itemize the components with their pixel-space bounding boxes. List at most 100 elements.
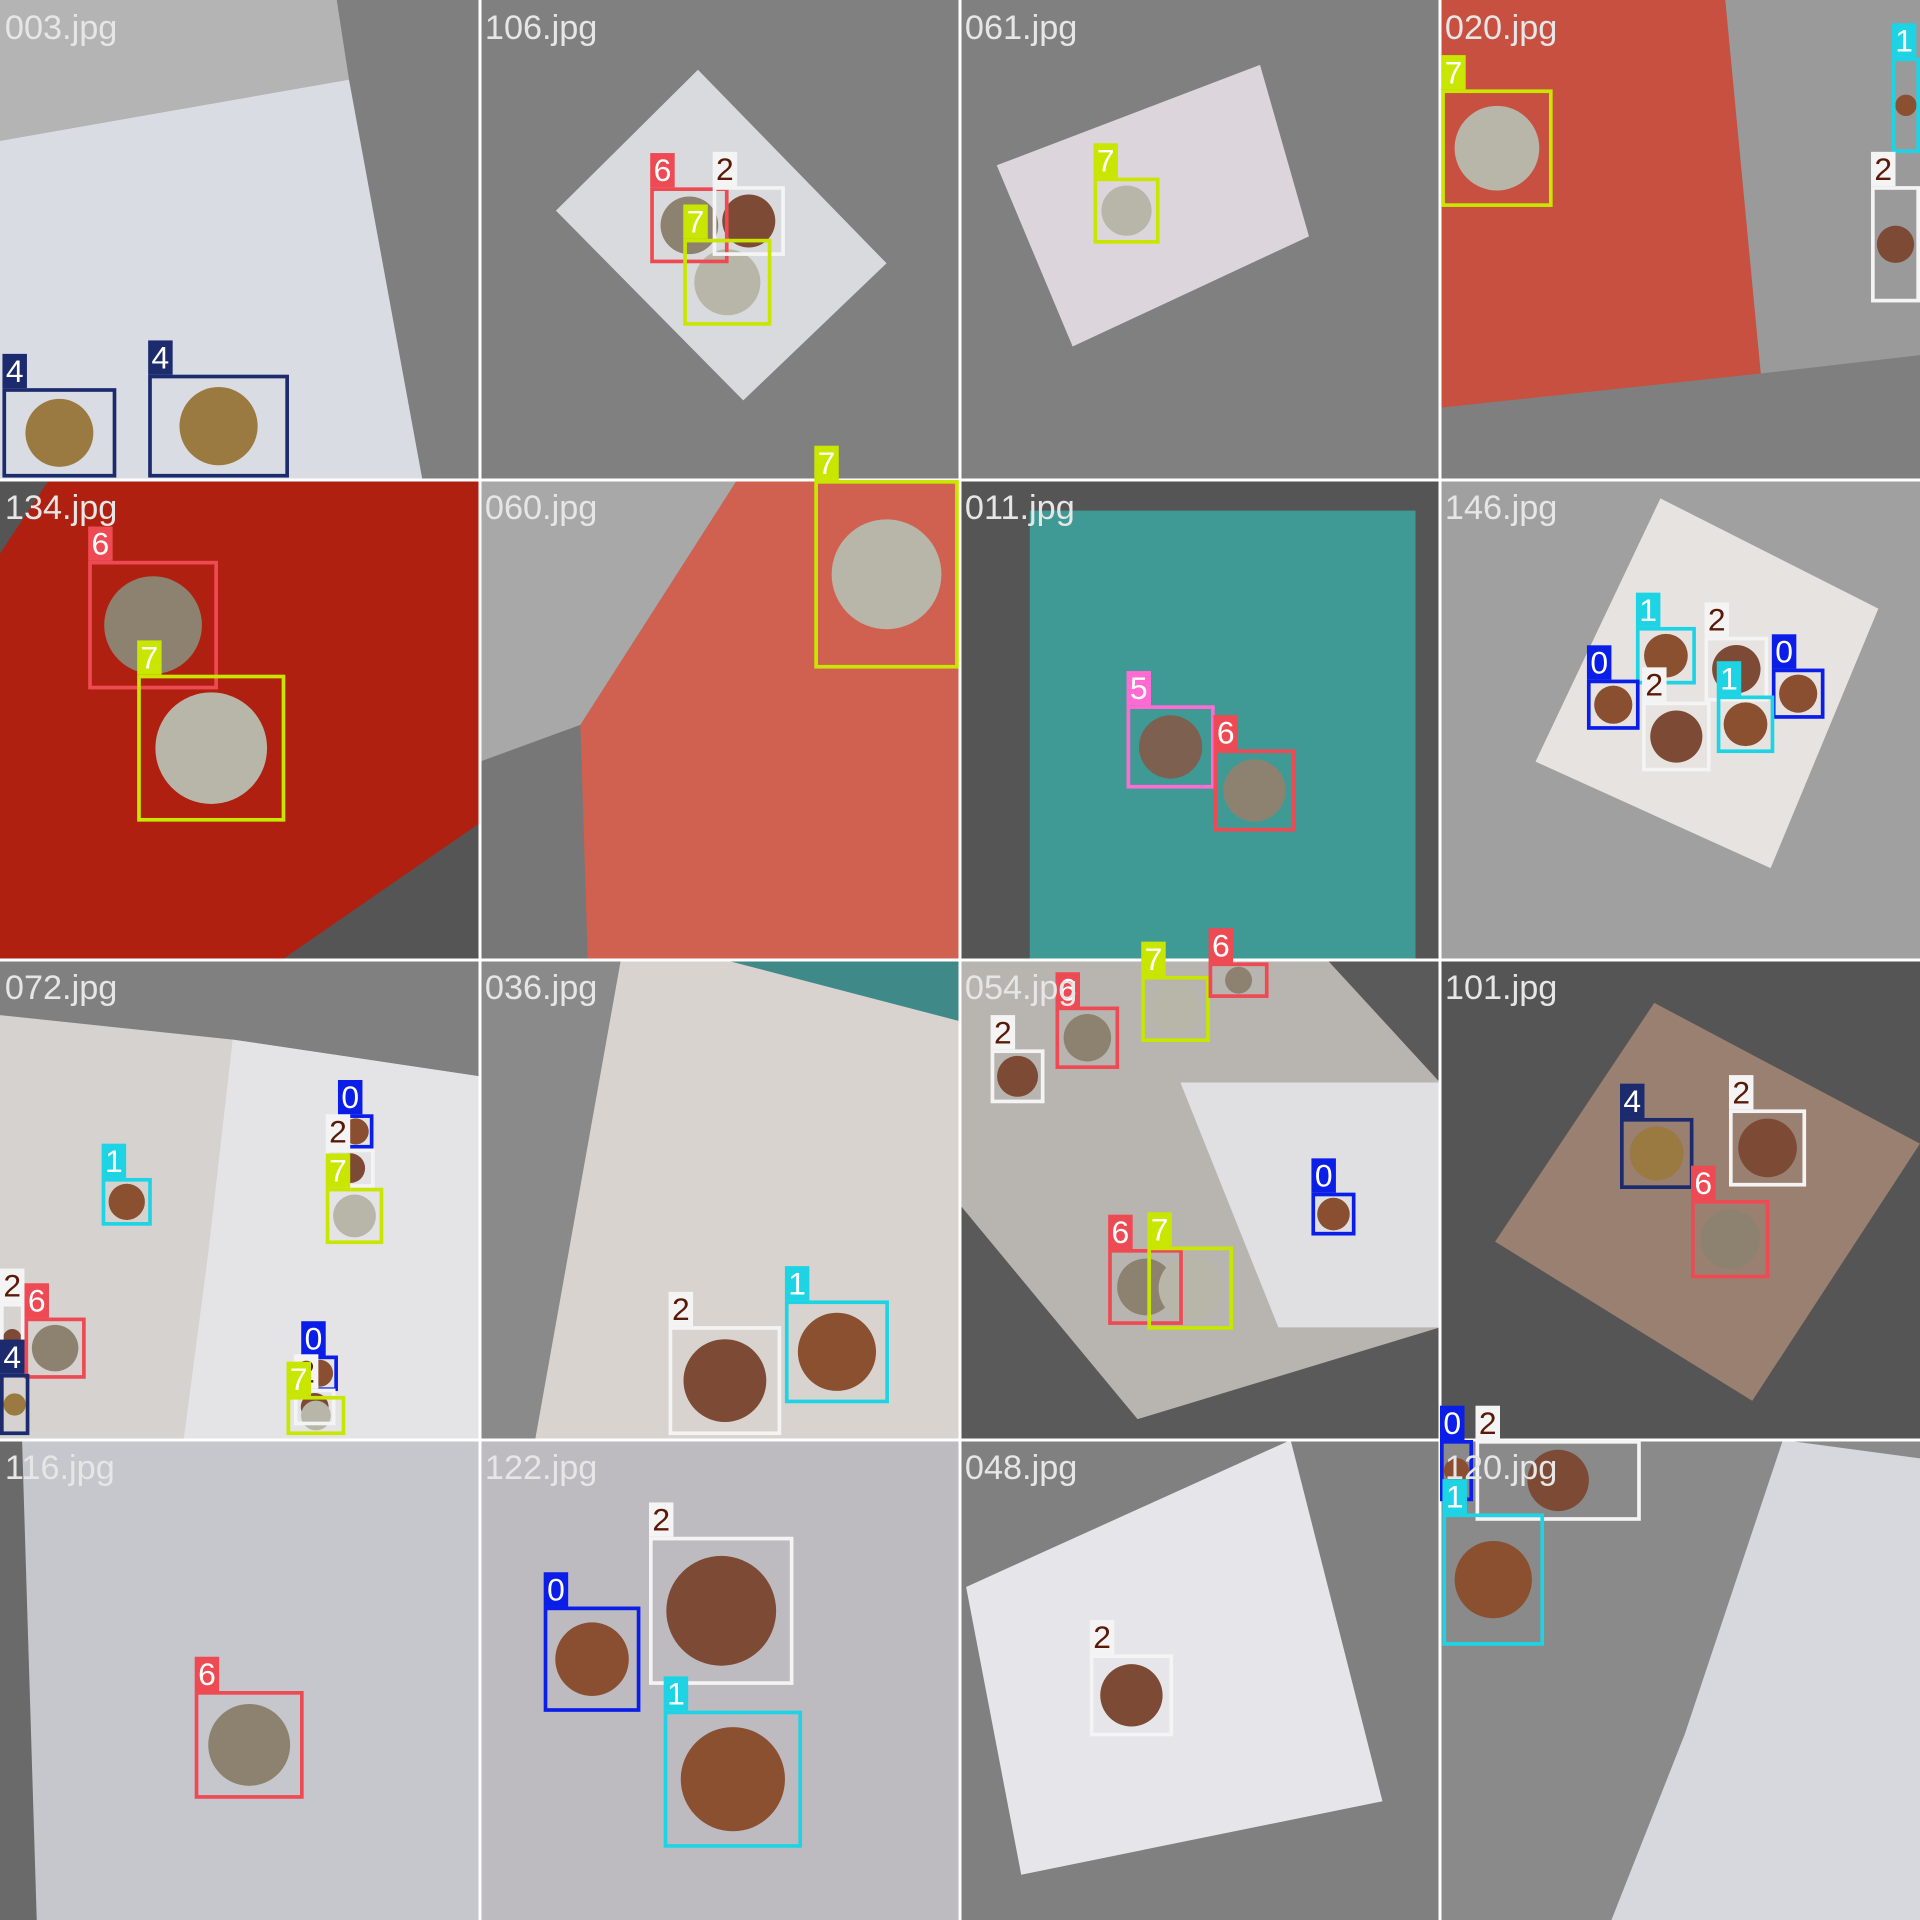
file-name: 146.jpg bbox=[1445, 489, 1557, 527]
coin bbox=[3, 1393, 26, 1416]
class-label-bg bbox=[1141, 941, 1166, 976]
class-label: 1 bbox=[788, 1265, 806, 1301]
bounding-box bbox=[293, 1388, 336, 1426]
class-label: 7 bbox=[1145, 941, 1163, 977]
coin bbox=[1063, 1014, 1112, 1062]
file-name: 061.jpg bbox=[965, 9, 1077, 47]
class-label: 2 bbox=[652, 1502, 670, 1538]
coin bbox=[1650, 710, 1703, 763]
class-label: 1 bbox=[1639, 592, 1657, 628]
class-label-bg bbox=[325, 1114, 351, 1149]
bounding-box bbox=[1871, 186, 1920, 303]
bounding-box bbox=[543, 1606, 641, 1712]
class-label-bg bbox=[194, 1656, 220, 1692]
class-label-bg bbox=[286, 1361, 312, 1396]
tile bbox=[480, 480, 960, 960]
class-label-bg bbox=[0, 1268, 25, 1303]
surface bbox=[183, 1039, 481, 1440]
surface bbox=[1611, 1440, 1920, 1920]
file-name: 120.jpg bbox=[1445, 1449, 1557, 1487]
tile bbox=[960, 480, 1440, 960]
coin bbox=[104, 576, 202, 674]
bounding-box bbox=[286, 1395, 346, 1436]
bounding-box bbox=[1620, 1117, 1694, 1189]
class-label-bg bbox=[663, 1676, 689, 1711]
class-label-bg bbox=[1771, 634, 1797, 669]
tile bbox=[0, 0, 480, 481]
class-label-bg bbox=[784, 1266, 810, 1301]
class-label: 7 bbox=[1097, 142, 1115, 178]
class-label: 2 bbox=[329, 1113, 347, 1149]
coin bbox=[1443, 1458, 1470, 1484]
class-label-bg bbox=[101, 1143, 127, 1178]
class-label-bg bbox=[1891, 23, 1917, 58]
coin bbox=[831, 519, 942, 630]
tile-labels: 1027264027072.jpg bbox=[0, 969, 384, 1436]
file-name: 011.jpg bbox=[965, 489, 1075, 527]
class-label-bg bbox=[1311, 1158, 1336, 1193]
tile-labels: 2 1 036.jpg bbox=[485, 969, 889, 1436]
class-label: 6 bbox=[1694, 1165, 1712, 1201]
coin bbox=[1876, 225, 1915, 263]
coin bbox=[1527, 1449, 1589, 1512]
coin bbox=[1138, 715, 1203, 779]
file-name: 106.jpg bbox=[485, 9, 597, 47]
surface bbox=[0, 960, 480, 1077]
class-label-bg bbox=[1089, 1620, 1115, 1655]
class-label: 2 bbox=[3, 1268, 21, 1304]
class-label-bg bbox=[648, 1502, 674, 1537]
bounding-box bbox=[1691, 1200, 1770, 1279]
coin bbox=[683, 1339, 767, 1423]
class-label-bg bbox=[1441, 55, 1466, 90]
coin bbox=[1100, 1664, 1163, 1727]
file-name: 003.jpg bbox=[5, 9, 117, 47]
class-label: 7 bbox=[290, 1361, 308, 1397]
class-label: 2 bbox=[1645, 667, 1663, 703]
coin bbox=[666, 1555, 777, 1666]
file-name: 054.jpg bbox=[965, 969, 1077, 1007]
tile bbox=[0, 960, 481, 1440]
coin bbox=[1700, 1209, 1760, 1269]
bounding-box bbox=[1704, 636, 1769, 702]
coin bbox=[155, 692, 268, 804]
class-label: 2 bbox=[1874, 151, 1892, 187]
class-label-bg bbox=[1442, 1479, 1467, 1514]
tile-labels: 5 6 011.jpg bbox=[965, 489, 1296, 832]
coin bbox=[333, 1194, 376, 1238]
coin bbox=[31, 1324, 79, 1372]
bounding-box bbox=[194, 1691, 304, 1799]
class-label: 0 bbox=[1775, 633, 1793, 669]
coin bbox=[694, 249, 761, 316]
file-name: 122.jpg bbox=[485, 1449, 597, 1487]
surface bbox=[996, 64, 1309, 347]
class-label-bg bbox=[1108, 1214, 1133, 1249]
class-label: 0 bbox=[547, 1571, 565, 1607]
coin bbox=[1317, 1197, 1350, 1231]
class-label: 7 bbox=[687, 204, 705, 240]
bounding-box bbox=[1311, 1192, 1356, 1236]
class-label: 5 bbox=[1130, 670, 1148, 706]
bounding-box bbox=[2, 388, 117, 478]
class-label-bg bbox=[1213, 715, 1238, 750]
class-label-bg bbox=[0, 1339, 25, 1374]
bounding-box bbox=[1716, 695, 1775, 754]
class-label-bg bbox=[137, 640, 162, 675]
bounding-box bbox=[1126, 705, 1215, 789]
coin bbox=[1779, 674, 1818, 713]
class-label-bg bbox=[301, 1321, 326, 1356]
class-label: 7 bbox=[818, 445, 836, 481]
class-label-bg bbox=[24, 1283, 49, 1318]
class-label: 6 bbox=[92, 526, 110, 562]
class-label-bg bbox=[990, 1015, 1016, 1050]
file-name: 134.jpg bbox=[5, 489, 117, 527]
surface bbox=[480, 480, 738, 762]
coin bbox=[1223, 759, 1286, 822]
surface bbox=[1440, 0, 1761, 408]
surface bbox=[22, 1440, 480, 1920]
class-label: 6 bbox=[1217, 714, 1235, 750]
class-label: 0 bbox=[1590, 644, 1608, 680]
class-label: 2 bbox=[1479, 1405, 1497, 1441]
